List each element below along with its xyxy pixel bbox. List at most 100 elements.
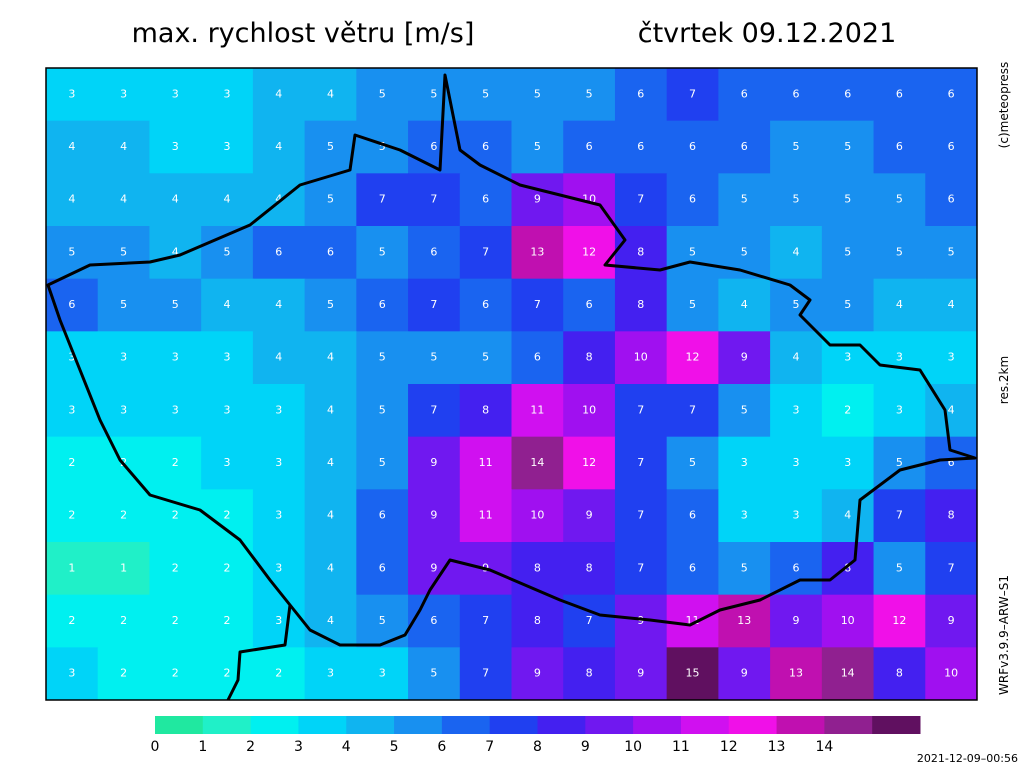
wind-cell: [666, 226, 719, 280]
wind-value: 6: [379, 298, 386, 311]
wind-cell: [511, 120, 564, 174]
wind-cell: [511, 647, 564, 701]
wind-cell: [718, 68, 771, 122]
wind-value: 3: [68, 667, 75, 680]
wind-cell: [666, 594, 719, 648]
wind-cell: [97, 647, 150, 701]
wind-value: 2: [224, 561, 231, 574]
neighbor-border: [226, 604, 292, 701]
wind-cell: [666, 68, 719, 122]
wind-cell: [97, 278, 150, 332]
wind-value: 7: [482, 245, 489, 258]
wind-cell: [614, 331, 668, 385]
colorbar-swatch: [346, 716, 395, 734]
wind-value: 6: [741, 87, 748, 100]
wind-cell: [252, 647, 306, 701]
wind-value: 3: [172, 403, 179, 416]
wind-cell: [770, 594, 823, 648]
wind-cell: [821, 489, 875, 543]
wind-cell: [252, 436, 306, 490]
wind-value: 5: [120, 298, 127, 311]
wind-value: 7: [637, 193, 644, 206]
wind-cell: [666, 173, 719, 227]
wind-cell: [46, 120, 99, 174]
wind-cell: [821, 226, 875, 280]
colorbar-tick-label: 0: [151, 739, 160, 755]
wind-value: 5: [741, 245, 748, 258]
wind-value: 2: [224, 614, 231, 627]
wind-value: 3: [844, 351, 851, 364]
wind-cell: [97, 331, 150, 385]
wind-cell: [925, 647, 978, 701]
wind-value: 6: [430, 140, 437, 153]
wind-cell: [304, 436, 357, 490]
wind-value: 7: [482, 614, 489, 627]
wind-cell: [614, 384, 668, 438]
wind-cell: [46, 647, 99, 701]
wind-value: 3: [224, 351, 231, 364]
wind-value: 2: [120, 509, 127, 522]
wind-value: 7: [430, 403, 437, 416]
wind-value: 4: [120, 193, 127, 206]
wind-cell: [770, 542, 823, 596]
wind-cell: [718, 489, 771, 543]
wind-cell: [252, 489, 306, 543]
wind-value: 5: [741, 403, 748, 416]
wind-cell: [718, 436, 771, 490]
wind-value: 6: [948, 193, 955, 206]
wind-value: 6: [379, 561, 386, 574]
wind-cell: [666, 278, 719, 332]
colorbar-tick-label: 6: [437, 739, 446, 755]
wind-cell: [46, 489, 99, 543]
wind-value: 10: [944, 667, 958, 680]
wind-cell: [563, 647, 616, 701]
wind-value: 6: [689, 140, 696, 153]
wind-value: 8: [637, 298, 644, 311]
wind-value: 9: [430, 509, 437, 522]
wind-cell: [408, 489, 461, 543]
wind-cell: [149, 331, 202, 385]
wind-value: 6: [689, 561, 696, 574]
wind-cell: [304, 226, 357, 280]
wind-cell: [356, 68, 409, 122]
wind-cell: [563, 173, 616, 227]
wind-cell: [873, 173, 926, 227]
wind-cell: [97, 384, 150, 438]
wind-value: 4: [327, 403, 334, 416]
wind-value: 9: [430, 456, 437, 469]
wind-cell: [770, 384, 823, 438]
wind-value: 2: [172, 667, 179, 680]
wind-cell: [97, 173, 150, 227]
wind-value: 8: [586, 351, 593, 364]
wind-cell: [925, 278, 978, 332]
wind-value: 2: [275, 667, 282, 680]
wind-value: 5: [430, 667, 437, 680]
wind-cell: [408, 594, 461, 648]
wind-cell: [821, 120, 875, 174]
wind-value: 8: [637, 245, 644, 258]
wind-value: 6: [379, 509, 386, 522]
wind-value: 4: [792, 245, 799, 258]
wind-value: 3: [792, 509, 799, 522]
colorbar-swatch: [824, 716, 873, 734]
wind-value: 8: [534, 614, 541, 627]
wind-cell: [356, 594, 409, 648]
wind-cell: [873, 384, 926, 438]
wind-cell: [614, 436, 668, 490]
wind-value: 3: [120, 351, 127, 364]
wind-value: 11: [530, 403, 544, 416]
wind-value: 5: [482, 351, 489, 364]
wind-cell: [770, 436, 823, 490]
colorbar-swatch: [537, 716, 586, 734]
wind-cell: [614, 542, 668, 596]
colorbar-swatch: [728, 716, 778, 734]
wind-cell: [563, 542, 616, 596]
wind-value: 6: [741, 140, 748, 153]
wind-cell: [770, 226, 823, 280]
colorbar-swatch: [250, 716, 299, 734]
wind-value: 5: [741, 561, 748, 574]
wind-cell: [873, 278, 926, 332]
wind-value: 6: [430, 245, 437, 258]
colorbar-swatch: [585, 716, 634, 734]
wind-cell: [304, 68, 357, 122]
